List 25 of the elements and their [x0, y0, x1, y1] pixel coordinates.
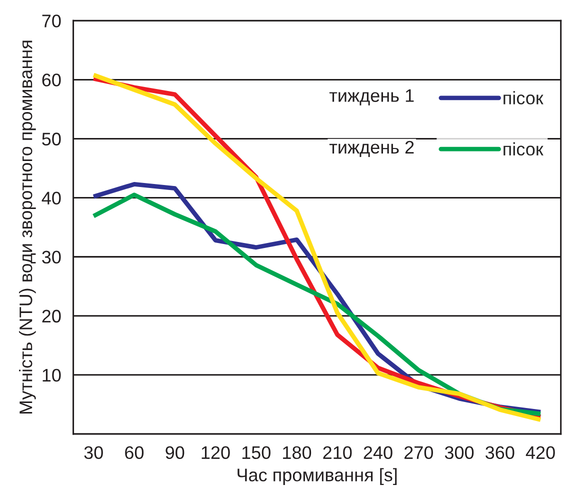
- x-tick-label: 120: [202, 446, 230, 460]
- y-tick-label: 70: [42, 14, 61, 28]
- y-tick-label: 20: [42, 310, 61, 323]
- x-axis-title: Час промивання [s]: [238, 468, 397, 485]
- x-tick-label: 180: [283, 446, 312, 460]
- legend-label: пісок: [504, 91, 544, 104]
- y-tick-label: 30: [42, 250, 61, 264]
- y-tick-label: 60: [42, 74, 61, 86]
- x-tick-label: 360: [486, 446, 514, 460]
- annotation: тиждень 2: [329, 140, 414, 158]
- x-tick-label: 150: [242, 446, 270, 460]
- y-tick-label: 10: [42, 368, 61, 382]
- y-axis-title: Мутність (NTU) води зворотного промивання: [19, 40, 36, 414]
- x-tick-label: 420: [526, 446, 555, 460]
- x-tick-label: 60: [125, 446, 144, 460]
- x-tick-label: 270: [404, 446, 433, 460]
- x-tick-label: 30: [84, 446, 103, 460]
- annotation: тиждень 1: [329, 89, 414, 106]
- y-tick-label: 50: [42, 132, 61, 146]
- x-tick-label: 300: [444, 446, 474, 460]
- x-tick-label: 210: [323, 446, 352, 460]
- legend-label: пісок: [504, 142, 544, 156]
- x-tick-label: 90: [166, 446, 184, 460]
- x-tick-label: 240: [364, 446, 392, 460]
- y-tick-label: 40: [42, 192, 61, 205]
